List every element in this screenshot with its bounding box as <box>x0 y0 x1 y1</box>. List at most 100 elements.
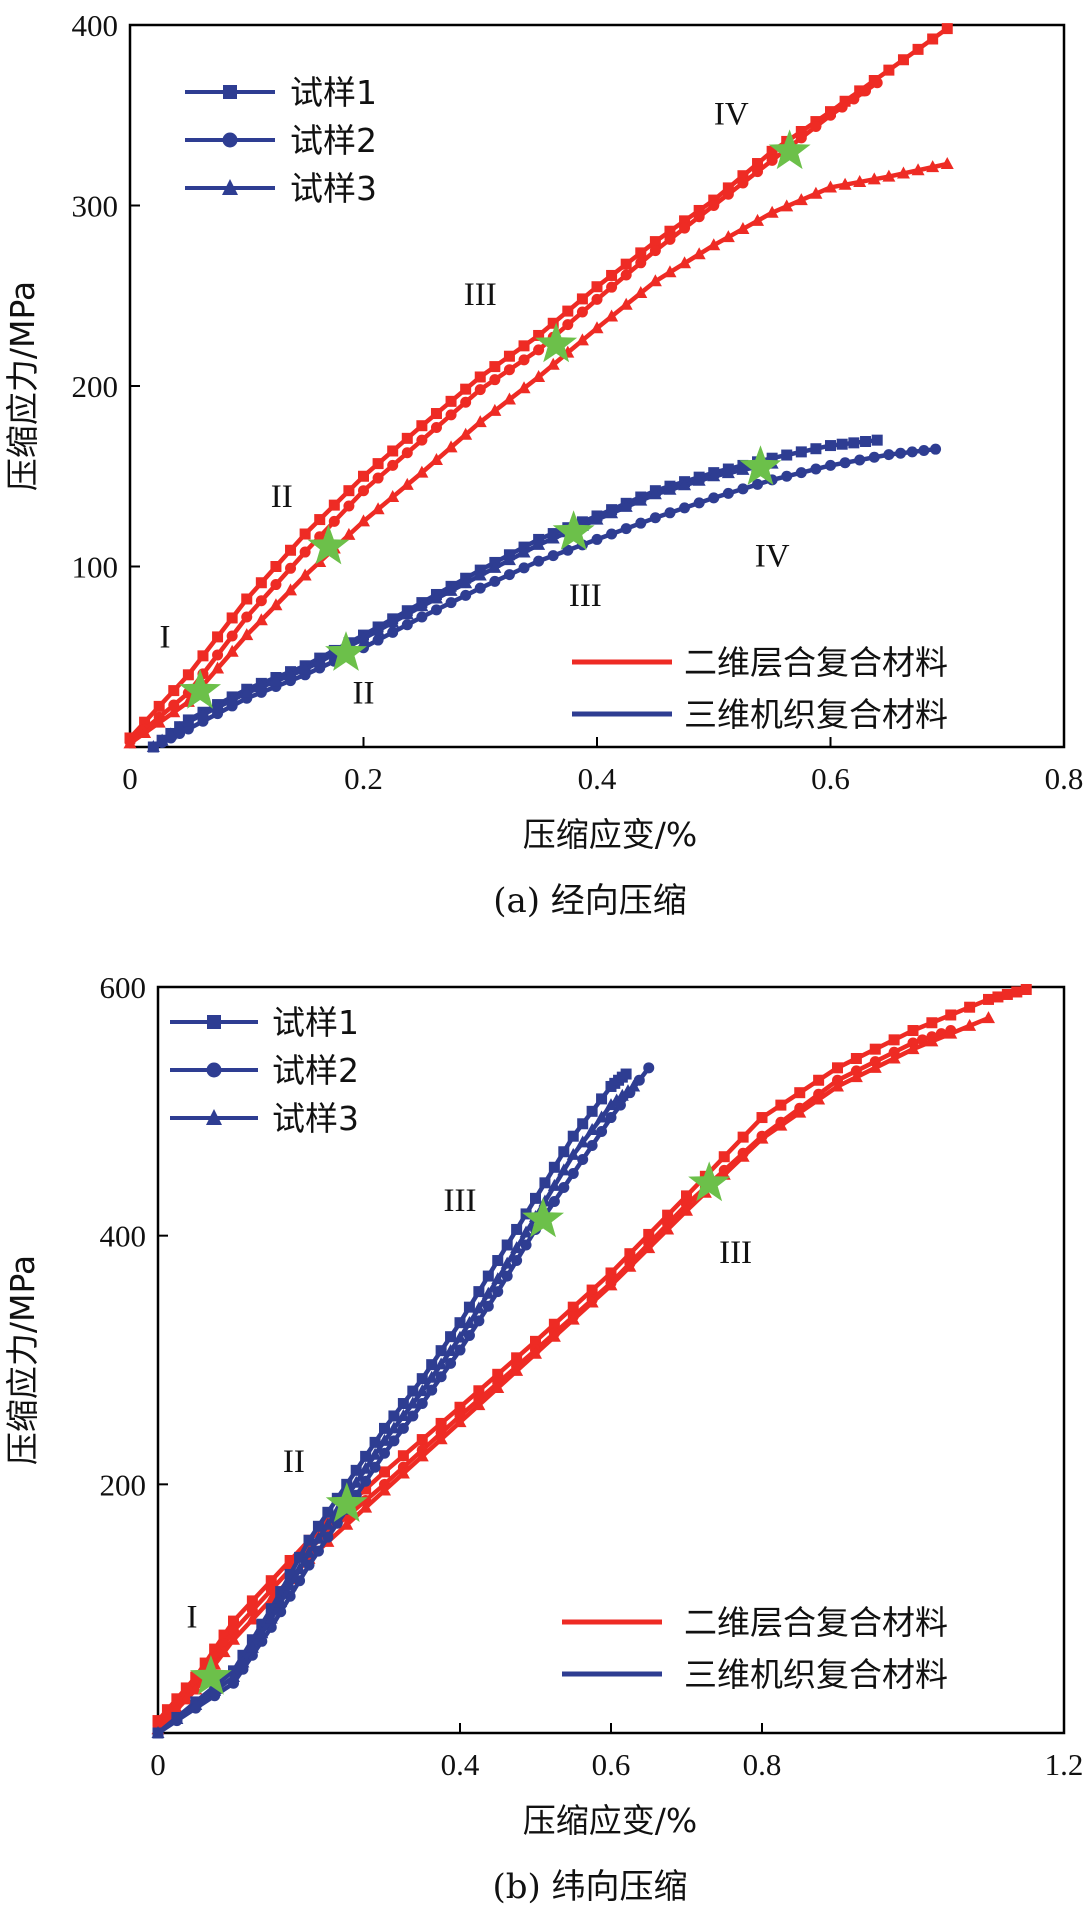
data-point <box>372 458 384 470</box>
caption-b: (b) 纬向压缩 <box>492 1867 687 1907</box>
data-point <box>463 1301 475 1313</box>
data-point <box>586 1140 598 1152</box>
data-point <box>246 1605 258 1617</box>
data-point <box>328 515 340 527</box>
data-point <box>167 705 181 718</box>
data-point <box>707 469 721 482</box>
data-point <box>488 560 502 573</box>
data-point <box>810 463 822 475</box>
data-point <box>488 403 502 416</box>
data-point <box>649 512 661 524</box>
data-point <box>226 630 238 642</box>
data-point <box>397 1422 409 1434</box>
data-point <box>664 233 676 245</box>
data-point <box>1001 988 1013 1000</box>
data-point <box>372 472 384 484</box>
data-point <box>737 1131 749 1143</box>
ticks-b: 0 0.4 0.6 0.8 1.2 200 400 600 <box>100 970 1084 1782</box>
legend-label-b3: 试样3 <box>272 1099 359 1138</box>
data-point <box>854 85 866 97</box>
data-point <box>502 392 516 405</box>
data-point <box>751 213 765 226</box>
x-axis-title-a: 压缩应变/% <box>523 815 697 854</box>
data-point <box>379 1466 390 1478</box>
legend-materials-b: 二维层合复合材料 三维机织复合材料 <box>562 1603 948 1694</box>
data-point <box>926 160 940 173</box>
data-point <box>585 1122 599 1135</box>
data-point <box>547 1329 561 1342</box>
legend-label-b1: 试样1 <box>272 1003 359 1042</box>
legend-entry-b3: 试样3 <box>170 1099 359 1138</box>
data-point <box>511 1352 523 1364</box>
data-point <box>359 1500 373 1513</box>
data-point <box>794 1087 806 1099</box>
data-point <box>752 158 764 170</box>
data-point <box>474 384 486 396</box>
data-point <box>311 1531 325 1544</box>
data-point <box>533 555 545 567</box>
legend-material-a2: 三维机织复合材料 <box>684 695 948 734</box>
data-point <box>196 707 210 720</box>
data-point <box>737 170 749 182</box>
data-point <box>152 1715 164 1727</box>
data-point <box>217 1645 231 1658</box>
data-point <box>415 1384 429 1397</box>
data-point <box>240 685 254 698</box>
legend-label-b2: 试样2 <box>272 1051 359 1090</box>
stage-label: IV <box>714 96 749 132</box>
data-point <box>679 502 691 514</box>
data-point <box>606 269 618 281</box>
data-point <box>415 599 429 612</box>
data-point <box>635 517 647 529</box>
data-point <box>849 1070 863 1083</box>
data-point <box>416 1398 428 1410</box>
data-point <box>766 154 778 166</box>
data-point <box>415 465 429 478</box>
legend-materials-a: 二维层合复合材料 三维机织复合材料 <box>572 643 948 734</box>
data-point <box>679 222 691 234</box>
data-point <box>138 726 152 739</box>
data-point <box>596 1093 608 1105</box>
data-point <box>434 1357 448 1370</box>
data-point <box>454 1401 466 1413</box>
data-point <box>517 545 531 558</box>
data-point <box>161 1704 173 1716</box>
legend-entry-b2: 试样2 <box>170 1051 359 1090</box>
data-point <box>566 1147 580 1160</box>
data-point <box>781 449 793 461</box>
transition-star <box>552 510 595 550</box>
data-point <box>634 493 648 506</box>
data-point <box>755 1131 769 1144</box>
data-point <box>285 562 297 574</box>
data-point <box>664 225 676 237</box>
data-point <box>463 1329 475 1341</box>
data-point <box>179 1692 193 1705</box>
data-point <box>532 537 546 550</box>
data-point <box>491 1380 505 1393</box>
data-point <box>825 109 836 121</box>
data-point <box>752 166 764 178</box>
data-point <box>662 1209 674 1221</box>
data-point <box>838 177 852 190</box>
data-point <box>264 1611 278 1624</box>
data-point <box>649 245 661 257</box>
data-point <box>605 1112 617 1124</box>
data-point <box>284 583 298 596</box>
data-point <box>501 1270 513 1282</box>
data-point <box>510 1363 524 1376</box>
data-point <box>813 1074 825 1086</box>
data-point <box>586 1105 598 1117</box>
transition-star <box>189 1655 232 1695</box>
data-point <box>181 714 195 727</box>
data-point <box>518 562 530 574</box>
data-point <box>388 1410 400 1422</box>
data-point <box>678 256 692 269</box>
data-point <box>481 1286 495 1299</box>
data-point <box>378 1433 391 1446</box>
data-point <box>416 1434 428 1446</box>
x-tick-label: 0.2 <box>344 761 383 796</box>
data-point <box>503 350 515 362</box>
data-point <box>459 576 473 589</box>
